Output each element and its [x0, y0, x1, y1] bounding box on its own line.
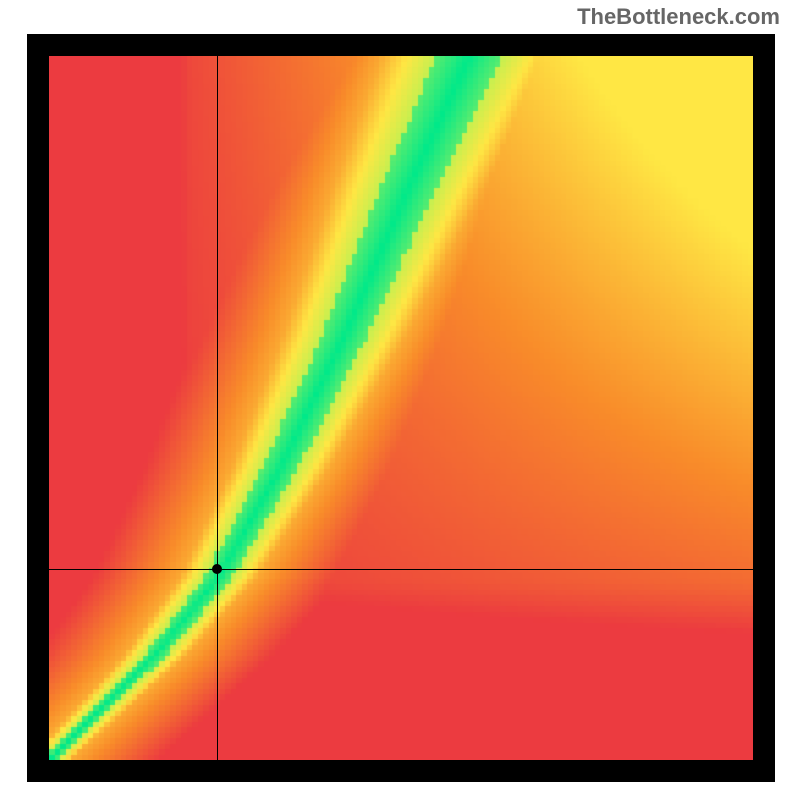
watermark-text: TheBottleneck.com	[577, 4, 780, 30]
crosshair-vertical	[217, 56, 218, 760]
chart-container: TheBottleneck.com	[0, 0, 800, 800]
data-point	[212, 564, 222, 574]
plot-inner	[49, 56, 753, 760]
heatmap-canvas	[49, 56, 753, 760]
crosshair-horizontal	[49, 569, 753, 570]
